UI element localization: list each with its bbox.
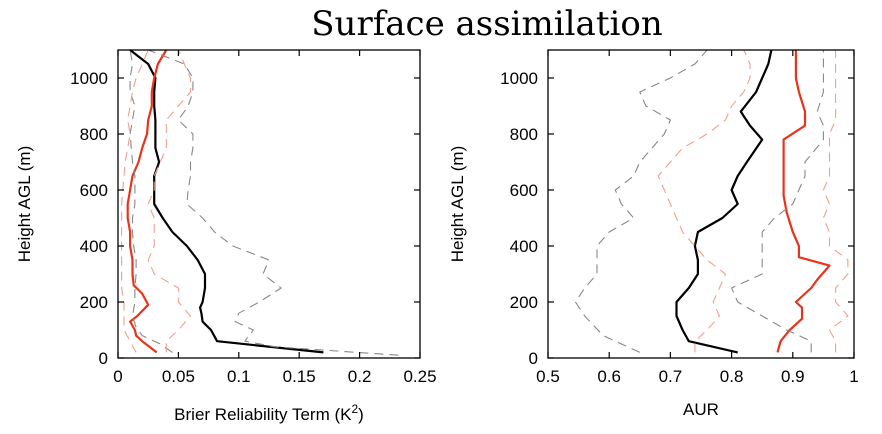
x-tick-label: 1: [849, 367, 858, 386]
x-tick-label: 0: [113, 367, 122, 386]
chart-right: 0.5 0.6 0.7 0.8 0.9 1 0 200 400 600 800 1000 AUR Heig…: [448, 49, 859, 419]
x-axis-label: AUR: [683, 400, 719, 419]
x-axis-label: Brier Reliability Term (K2): [174, 402, 364, 424]
series-line-1: [776, 50, 831, 353]
y-tick-label: 0: [529, 349, 538, 368]
series-line-2: [148, 49, 399, 356]
series-line-4: [147, 49, 192, 353]
y-tick-label: 400: [510, 237, 538, 256]
series-line-3: [731, 50, 824, 353]
series-line-4: [657, 49, 751, 353]
x-tick-label: 0.8: [720, 367, 744, 386]
series-line-1: [126, 49, 168, 354]
x-tick-label: 0.9: [781, 367, 805, 386]
series-line-3: [129, 49, 173, 353]
y-tick-label: 800: [80, 125, 108, 144]
x-tick-label: 0.2: [348, 367, 372, 386]
chart-left: 0 0.05 0.1 0.15 0.2 0.25 0 200 400 600 800 1000 Brie…: [15, 49, 437, 424]
figure-title: Surface assimilation: [311, 4, 662, 44]
x-tick-label: 0.05: [162, 367, 195, 386]
y-tick-label: 600: [510, 181, 538, 200]
series-line-5: [121, 49, 149, 353]
y-tick-label: 200: [510, 293, 538, 312]
y-axis-label: Height AGL (m): [448, 146, 467, 263]
x-tick-label: 0.15: [283, 367, 316, 386]
x-tick-label: 0.7: [659, 367, 683, 386]
series-line-0: [129, 49, 324, 354]
y-tick-label: 200: [80, 293, 108, 312]
y-tick-label: 400: [80, 237, 108, 256]
y-tick-label: 1000: [70, 69, 108, 88]
x-tick-label: 0.6: [597, 367, 621, 386]
y-tick-label: 1000: [500, 69, 538, 88]
axes-frame: [547, 49, 855, 359]
series-line-5: [822, 50, 849, 353]
series-line-0: [675, 49, 773, 354]
x-tick-label: 0.5: [536, 367, 560, 386]
y-axis-label: Height AGL (m): [15, 146, 34, 263]
axes-frame: [117, 49, 421, 359]
series-line-2: [574, 49, 708, 353]
x-tick-label: 0.25: [403, 367, 436, 386]
y-tick-label: 0: [99, 349, 108, 368]
y-tick-label: 800: [510, 125, 538, 144]
y-tick-label: 600: [80, 181, 108, 200]
x-tick-label: 0.1: [227, 367, 251, 386]
